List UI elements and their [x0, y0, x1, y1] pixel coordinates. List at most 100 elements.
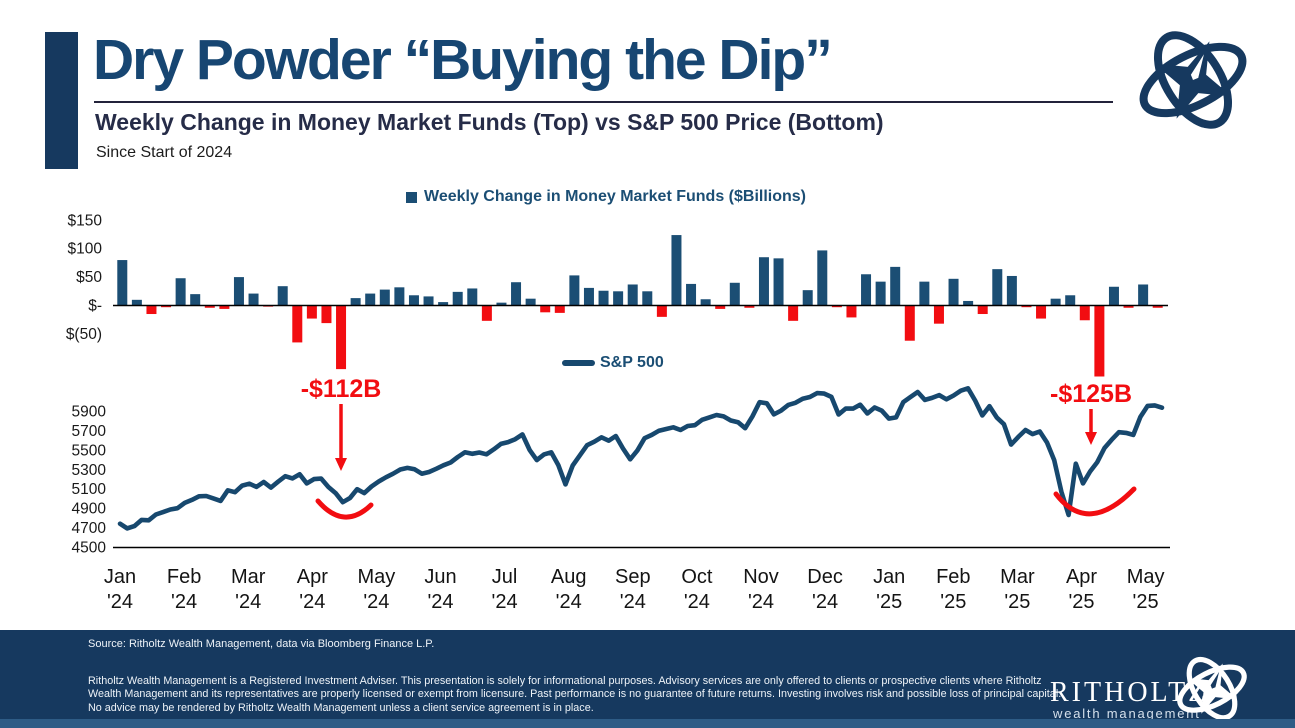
weekly-bar	[511, 282, 522, 306]
x-label-month: Mar	[1000, 566, 1035, 588]
weekly-bar	[729, 282, 740, 306]
x-label-year: '24	[620, 591, 646, 613]
weekly-bar	[861, 274, 872, 306]
page-title: Dry Powder “Buying the Dip”	[93, 28, 833, 92]
weekly-bar	[686, 283, 697, 306]
weekly-bar	[948, 278, 959, 306]
weekly-bar	[394, 287, 405, 306]
weekly-bar	[715, 305, 726, 309]
footer-bottom-strip	[0, 719, 1295, 728]
x-label-year: '24	[299, 591, 325, 613]
bottom-y-tick: 5900	[72, 404, 107, 421]
top-y-tick: $50	[76, 269, 102, 286]
weekly-bar	[1152, 305, 1163, 308]
top-y-tick: $(50)	[66, 326, 102, 343]
weekly-bar	[190, 294, 201, 306]
chart-period: Since Start of 2024	[96, 144, 233, 161]
weekly-bar	[1006, 275, 1017, 306]
weekly-bar	[423, 296, 434, 306]
bottom-y-tick: 5500	[72, 442, 107, 459]
legend-sp500: S&P 500	[562, 354, 664, 372]
x-label-month: Apr	[297, 566, 328, 588]
weekly-bar	[540, 305, 551, 313]
x-label-year: '24	[427, 591, 453, 613]
x-label-year: '25	[1133, 591, 1159, 613]
compass-logo	[1139, 31, 1247, 129]
x-label-month: May	[1127, 566, 1165, 588]
weekly-bar	[1094, 305, 1105, 377]
x-label-month: Dec	[807, 566, 843, 588]
weekly-bar	[802, 290, 813, 306]
x-label-year: '24	[556, 591, 582, 613]
weekly-bar	[1123, 305, 1134, 308]
weekly-bar	[846, 305, 857, 318]
weekly-bar	[379, 289, 390, 306]
weekly-bar	[1138, 284, 1149, 306]
top-y-tick: $-	[88, 298, 102, 315]
weekly-bar	[1108, 286, 1119, 306]
x-label-month: Apr	[1066, 566, 1097, 588]
weekly-bar	[758, 257, 769, 306]
legend-sp500-label: S&P 500	[600, 354, 664, 371]
top-y-tick: $100	[68, 241, 103, 258]
x-label-year: '25	[1004, 591, 1030, 613]
weekly-bar	[977, 305, 988, 315]
weekly-bar	[919, 281, 930, 306]
weekly-bar	[233, 277, 244, 306]
x-label-year: '25	[940, 591, 966, 613]
weekly-bar	[817, 250, 828, 306]
legend-square-icon	[406, 191, 417, 203]
weekly-bar	[963, 300, 974, 306]
weekly-bar	[481, 305, 492, 321]
weekly-bar	[1079, 305, 1090, 321]
bottom-y-tick: 5100	[72, 481, 107, 498]
weekly-bar	[788, 305, 799, 321]
weekly-bar	[933, 305, 944, 324]
x-label-year: '24	[171, 591, 197, 613]
weekly-bar	[656, 305, 667, 317]
x-label-year: '24	[684, 591, 710, 613]
weekly-bar	[161, 305, 172, 308]
weekly-bar	[1021, 305, 1032, 308]
annotation-label: -$125B	[1050, 380, 1132, 408]
weekly-bar	[467, 288, 478, 306]
x-label-month: Jun	[424, 566, 456, 588]
footer-band: Source: Ritholtz Wealth Management, data…	[0, 630, 1295, 728]
x-label-year: '24	[107, 591, 133, 613]
source-note: Source: Ritholtz Wealth Management, data…	[88, 638, 435, 650]
weekly-bar	[744, 305, 755, 308]
weekly-bar	[336, 305, 347, 370]
weekly-bar	[1036, 305, 1047, 319]
money-market-bars	[117, 235, 1163, 377]
x-label-month: Feb	[167, 566, 201, 588]
weekly-bar	[583, 287, 594, 306]
x-label-month: Nov	[743, 566, 779, 588]
legend-money-market: Weekly Change in Money Market Funds ($Bi…	[406, 188, 806, 206]
weekly-bar	[773, 258, 784, 306]
x-label-month: Oct	[681, 566, 713, 588]
bottom-y-tick: 4700	[72, 520, 107, 537]
weekly-bar	[131, 299, 142, 306]
brand-tagline: wealth management	[1053, 706, 1201, 721]
x-label-year: '24	[235, 591, 261, 613]
x-label-month: Jan	[873, 566, 905, 588]
chart-subtitle: Weekly Change in Money Market Funds (Top…	[95, 109, 884, 135]
weekly-bar	[642, 291, 653, 306]
x-label-year: '24	[812, 591, 838, 613]
weekly-bar	[292, 305, 303, 343]
weekly-bar	[146, 305, 157, 315]
weekly-bar	[277, 286, 288, 306]
weekly-bar	[598, 290, 609, 306]
weekly-bar	[554, 305, 565, 313]
x-label-month: Feb	[936, 566, 970, 588]
x-label-month: Mar	[231, 566, 266, 588]
x-label-year: '24	[492, 591, 518, 613]
weekly-bar	[350, 298, 361, 306]
x-label-month: Jan	[104, 566, 136, 588]
weekly-bar	[452, 291, 463, 306]
weekly-bar	[438, 302, 449, 306]
title-underline	[94, 101, 1113, 103]
weekly-bar	[890, 266, 901, 306]
